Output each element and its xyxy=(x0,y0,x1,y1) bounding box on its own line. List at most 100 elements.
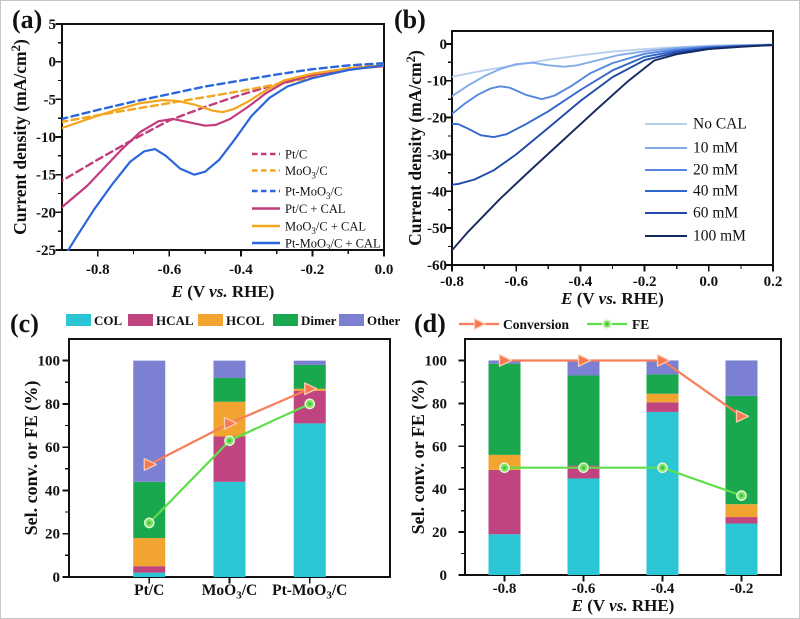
conversion-marker xyxy=(498,354,513,367)
x-tick-label: 0.0 xyxy=(699,274,718,290)
x-axis-ticks: Pt/C MoO3/C Pt-MoO3/C xyxy=(134,577,347,602)
x-tick-label: -0.2 xyxy=(633,274,657,290)
legend-label: Pt-MoO3/C + CAL xyxy=(285,237,381,254)
category-label: -0.8 xyxy=(493,581,517,597)
legend-label: 20 mM xyxy=(693,162,738,179)
bar-segment-dimer xyxy=(293,364,326,389)
y-tick-label: 60 xyxy=(45,440,60,456)
series-group xyxy=(452,43,773,252)
bar-segment-hcal xyxy=(488,469,521,535)
y-axis-label: Current density (mA/cm2) xyxy=(403,50,425,246)
legend-label: Pt-MoO3/C xyxy=(285,185,342,202)
series-pt-c-cal xyxy=(62,65,384,209)
legend-swatch xyxy=(128,314,153,326)
x-axis-label: E (V vs. RHE) xyxy=(171,282,275,301)
y-tick-label: -30 xyxy=(427,147,447,163)
conversion-marker xyxy=(577,354,592,367)
bar-segment-hcal xyxy=(133,566,166,573)
legend: COL HCAL HCOL Dimer Other xyxy=(66,313,400,328)
bar-segment-hcal xyxy=(646,402,679,412)
bar-segment-other xyxy=(567,360,600,376)
conversion-marker xyxy=(473,318,486,330)
bar-segment-hcol xyxy=(725,504,758,518)
panel-a-label: (a) xyxy=(12,5,43,34)
conversion-marker xyxy=(735,409,750,423)
legend-swatch xyxy=(273,314,298,326)
panel-a-chart: 5 0 -5 -10 -15 -20 -25 -0.8 -0.6 -0.4 -0.2 0.0 Pt/C M… xyxy=(8,17,393,301)
fe-marker-dot xyxy=(308,402,312,406)
legend-swatch xyxy=(339,314,364,326)
y-axis-ticks: 5 0 -5 -10 -15 -20 -25 xyxy=(36,17,62,259)
legend-swatch xyxy=(198,314,223,326)
y-tick-label: -40 xyxy=(427,184,447,200)
bar-segment-col xyxy=(567,478,600,575)
y-tick-label: 0 xyxy=(440,568,448,584)
legend: No CAL 10 mM 20 mM 40 mM 60 mM 100 mM xyxy=(645,116,747,245)
series-moo3-c xyxy=(62,62,384,124)
bar-segment-other xyxy=(646,360,679,375)
series-group xyxy=(62,62,384,251)
bar-segment-hcol xyxy=(646,393,679,403)
y-tick-label: 0 xyxy=(49,55,57,71)
x-tick-label: -0.2 xyxy=(301,262,325,278)
x-axis-label: E (V vs. RHE) xyxy=(560,289,664,308)
y-tick-label: -10 xyxy=(427,74,447,90)
bar-segment-col xyxy=(133,572,166,577)
fe-marker-dot xyxy=(605,322,609,326)
y-tick-label: 100 xyxy=(425,353,448,369)
legend-label: 40 mM xyxy=(693,183,738,200)
panel-c-label: (c) xyxy=(10,309,39,338)
bars xyxy=(488,360,758,575)
x-axis-ticks: -0.8 -0.6 -0.4 -0.2 0.0 xyxy=(86,250,393,278)
series-40-mm xyxy=(452,44,773,139)
fe-marker-dot xyxy=(227,439,232,443)
category-label: MoO3/C xyxy=(202,582,257,602)
bar-segment-col xyxy=(488,534,521,575)
legend: Pt/C MoO3/C Pt-MoO3/CPt/C + CAL MoO3/C + CA… xyxy=(252,148,381,254)
fe-marker-dot xyxy=(502,466,507,470)
axis-box xyxy=(463,337,783,577)
legend-label: 10 mM xyxy=(693,140,738,157)
category-label: Pt-MoO3/C xyxy=(272,582,347,602)
category-label: -0.6 xyxy=(572,581,596,597)
y-axis-label: Current density (mA/cm2) xyxy=(8,39,30,235)
series-20-mm xyxy=(452,44,773,115)
conversion-marker xyxy=(304,382,318,396)
x-tick-label: 0.0 xyxy=(375,262,394,278)
conversion-marker xyxy=(143,458,157,471)
bar-segment-col xyxy=(293,423,326,577)
bar-segment-hcal xyxy=(725,517,758,524)
x-axis-label: E (V vs. RHE) xyxy=(571,596,675,615)
axis-box xyxy=(60,22,386,252)
x-tick-label: -0.4 xyxy=(569,274,593,290)
legend: Conversion FE xyxy=(459,317,649,332)
x-tick-label: -0.6 xyxy=(157,262,181,278)
series-no-cal xyxy=(452,43,773,78)
y-tick-label: 0 xyxy=(53,570,61,586)
x-axis-ticks: -0.8 -0.6 -0.4 -0.2 xyxy=(493,575,754,597)
y-tick-label: -60 xyxy=(427,258,447,274)
y-tick-label: 40 xyxy=(432,482,447,498)
y-tick-label: 40 xyxy=(45,483,60,499)
series-100-mm xyxy=(452,44,773,252)
fe-marker-dot xyxy=(581,466,586,470)
bar-segment-other xyxy=(293,360,326,365)
x-tick-label: -0.6 xyxy=(504,274,528,290)
y-tick-label: 20 xyxy=(432,525,447,541)
y-tick-label: 20 xyxy=(45,527,60,543)
legend-label: Conversion xyxy=(503,317,569,332)
legend-label: MoO3/C + CAL xyxy=(285,220,366,237)
y-axis-ticks: 0 20 40 60 80 100 xyxy=(38,354,69,586)
overlay-line xyxy=(503,359,743,418)
y-tick-label: -5 xyxy=(44,92,57,108)
legend-label: Pt/C xyxy=(285,148,307,162)
bar-segment-other xyxy=(213,360,246,378)
x-tick-label: -0.8 xyxy=(86,262,110,278)
series-moo3-c-cal xyxy=(62,64,384,130)
category-label: Pt/C xyxy=(134,582,164,599)
y-axis-ticks: 0 -10 -20 -30 -40 -50 -60 xyxy=(427,37,452,274)
bar-segment-dimer xyxy=(646,374,679,394)
bar-segment-dimer xyxy=(213,377,246,402)
category-label: -0.2 xyxy=(730,581,754,597)
